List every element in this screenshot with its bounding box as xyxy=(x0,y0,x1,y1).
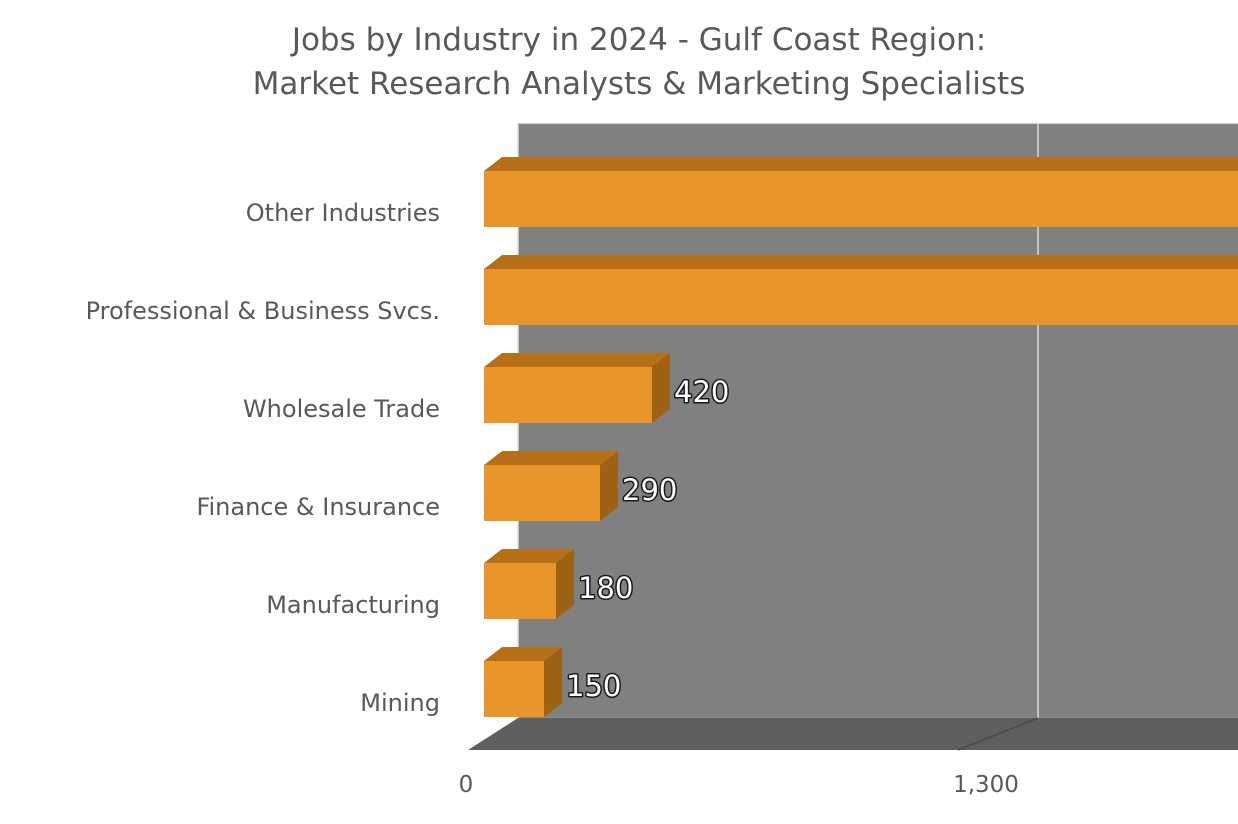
category-label: Manufacturing xyxy=(266,591,440,619)
data-label: 420 xyxy=(674,375,729,409)
bar xyxy=(484,157,1238,227)
bar-top-face xyxy=(484,549,574,563)
chart-title: Jobs by Industry in 2024 - Gulf Coast Re… xyxy=(0,18,1238,106)
bar-side-face xyxy=(600,451,618,521)
bar xyxy=(484,647,562,717)
category-label: Finance & Insurance xyxy=(196,493,440,521)
data-label: 290 xyxy=(622,473,677,507)
bar-front-face xyxy=(484,661,544,717)
category-label: Professional & Business Svcs. xyxy=(86,297,440,325)
bar-front-face xyxy=(484,171,1238,227)
bar-side-face xyxy=(652,353,670,423)
bar-top-face xyxy=(484,353,670,367)
bar-top-face xyxy=(484,647,562,661)
category-label: Wholesale Trade xyxy=(243,395,440,423)
bar-top-face xyxy=(484,157,1238,171)
data-labels: 4,3503,920420290180150 xyxy=(565,374,731,705)
bar xyxy=(484,255,1238,325)
category-axis: Other Industries Professional & Business … xyxy=(86,199,440,717)
bar-front-face xyxy=(484,269,1238,325)
bar-series xyxy=(484,157,1238,717)
chart-subtitle: Market Research Analysts & Marketing Spe… xyxy=(252,66,1026,102)
tick-label: 0 xyxy=(459,772,474,798)
data-label: 150 xyxy=(566,669,621,703)
chart-title-line-1: Jobs by Industry in 2024 - Gulf Coast Re… xyxy=(291,22,987,58)
bar-front-face xyxy=(484,367,652,423)
bar-side-face xyxy=(556,549,574,619)
bar xyxy=(484,353,670,423)
tick-label: 1,300 xyxy=(953,772,1019,798)
floor-gridline xyxy=(957,717,1039,751)
bar-top-face xyxy=(484,451,618,465)
value-axis: 01,3002,6003,9005,200 xyxy=(459,772,1019,798)
category-label: Mining xyxy=(360,689,440,717)
chart-floor xyxy=(468,717,1238,751)
bar xyxy=(484,549,574,619)
bar-side-face xyxy=(544,647,562,717)
bar-front-face xyxy=(484,563,556,619)
bar xyxy=(484,451,618,521)
bar-top-face xyxy=(484,255,1238,269)
category-label: Other Industries xyxy=(246,199,440,227)
data-label: 180 xyxy=(578,571,633,605)
bar-front-face xyxy=(484,465,600,521)
floor xyxy=(468,718,1238,750)
